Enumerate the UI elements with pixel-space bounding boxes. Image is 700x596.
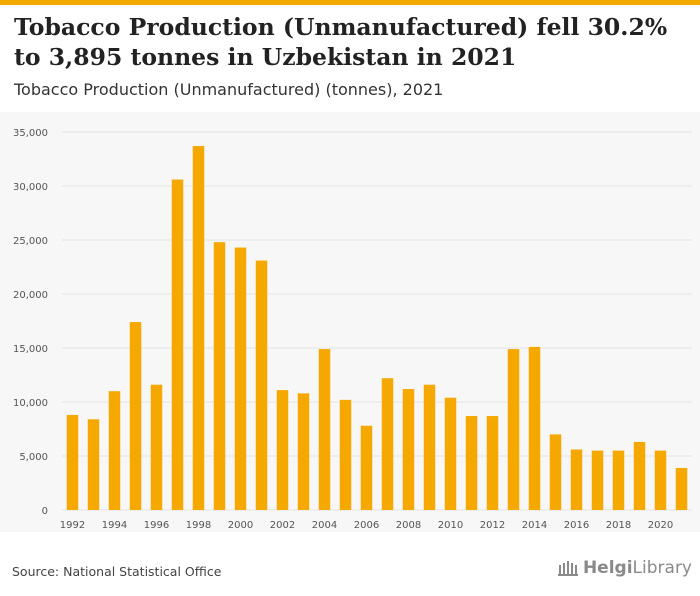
bar-2017 — [591, 450, 604, 510]
bar-2013 — [507, 349, 520, 510]
helgi-library-logo: HelgiLibrary — [557, 558, 692, 578]
bar-2008 — [402, 389, 415, 510]
bar-2018 — [612, 450, 625, 510]
bar-2015 — [549, 434, 562, 510]
x-tick-label: 1998 — [186, 520, 211, 531]
y-tick-label: 0 — [42, 506, 48, 517]
bar-2012 — [486, 416, 499, 510]
bar-2019 — [633, 441, 646, 510]
x-tick-label: 2012 — [480, 520, 505, 531]
bar-2009 — [423, 384, 436, 510]
bar-1995 — [129, 322, 142, 510]
bar-2005 — [339, 399, 352, 510]
x-tick-label: 1992 — [60, 520, 85, 531]
bar-2003 — [297, 393, 310, 510]
bar-1999 — [213, 242, 226, 510]
bars — [66, 146, 688, 510]
bar-1997 — [171, 179, 184, 510]
bar-1993 — [87, 419, 100, 510]
bar-2000 — [234, 247, 247, 510]
bar-1996 — [150, 384, 163, 510]
y-tick-label: 10,000 — [13, 398, 48, 409]
x-tick-label: 2018 — [606, 520, 631, 531]
y-tick-label: 5,000 — [19, 452, 48, 463]
y-tick-label: 35,000 — [13, 128, 48, 139]
y-tick-label: 25,000 — [13, 236, 48, 247]
bar-2011 — [465, 416, 478, 510]
y-axis-tick-labels: 0 5,000 10,000 15,000 20,000 25,000 30,000 35,0… — [13, 128, 48, 517]
x-tick-label: 2004 — [312, 520, 337, 531]
x-tick-label: 2008 — [396, 520, 421, 531]
chart-subtitle: Tobacco Production (Unmanufactured) (ton… — [14, 80, 444, 99]
x-tick-label: 2014 — [522, 520, 547, 531]
bar-2021 — [675, 467, 688, 510]
bar-2006 — [360, 425, 373, 510]
y-tick-label: 30,000 — [13, 182, 48, 193]
x-tick-label: 1994 — [102, 520, 127, 531]
bar-2002 — [276, 390, 289, 510]
y-tick-label: 20,000 — [13, 290, 48, 301]
library-columns-icon — [557, 561, 578, 576]
accent-bar — [0, 0, 700, 5]
logo-text-rest: Library — [632, 558, 692, 578]
x-tick-label: 2000 — [228, 520, 253, 531]
logo-text-bold: Helgi — [582, 558, 633, 578]
bar-2007 — [381, 378, 394, 510]
bar-2004 — [318, 349, 331, 510]
bar-2020 — [654, 450, 667, 510]
bar-2016 — [570, 449, 583, 510]
bar-chart: 0 5,000 10,000 15,000 20,000 25,000 30,000 35,0… — [0, 112, 700, 532]
bar-2001 — [255, 260, 268, 510]
y-tick-label: 15,000 — [13, 344, 48, 355]
bar-1992 — [66, 414, 79, 510]
x-tick-label: 2016 — [564, 520, 589, 531]
bar-2010 — [444, 397, 457, 510]
chart-title: Tobacco Production (Unmanufactured) fell… — [14, 13, 668, 71]
x-tick-label: 2006 — [354, 520, 379, 531]
logo-text: HelgiLibrary — [583, 558, 692, 578]
x-tick-label: 2010 — [438, 520, 463, 531]
bar-2014 — [528, 346, 541, 510]
x-axis-tick-labels: 1992 1994 1996 1998 2000 2002 2004 2006 2008 2010… — [60, 520, 673, 531]
bar-1994 — [108, 391, 121, 510]
x-tick-label: 1996 — [144, 520, 169, 531]
x-tick-label: 2020 — [648, 520, 673, 531]
gridlines — [62, 131, 692, 511]
bar-1998 — [192, 146, 205, 510]
source-note: Source: National Statistical Office — [12, 564, 222, 579]
x-tick-label: 2002 — [270, 520, 295, 531]
